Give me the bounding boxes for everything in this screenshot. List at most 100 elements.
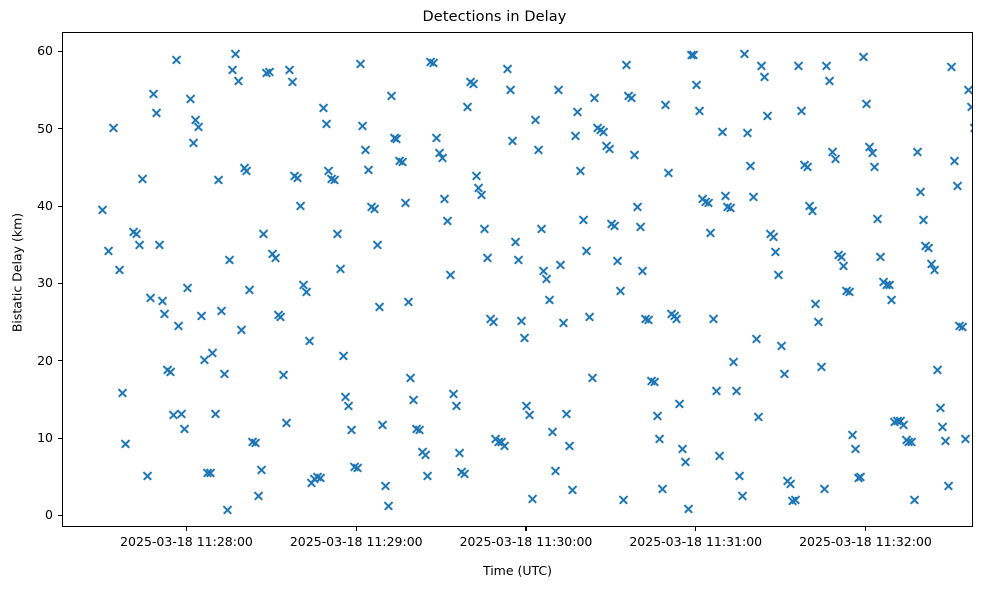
scatter-point xyxy=(867,147,878,158)
scatter-point xyxy=(722,202,733,213)
scatter-point xyxy=(210,409,221,420)
scatter-point xyxy=(918,214,929,225)
scatter-point xyxy=(906,436,917,447)
scatter-point xyxy=(224,254,235,265)
scatter-point xyxy=(340,391,351,402)
scatter-point xyxy=(182,282,193,293)
scatter-point xyxy=(261,67,272,78)
scatter-point xyxy=(499,441,510,452)
scatter-point xyxy=(168,410,179,421)
scatter-point xyxy=(431,133,442,144)
scatter-point xyxy=(971,133,972,144)
scatter-point xyxy=(850,444,861,455)
scatter-point xyxy=(318,103,329,114)
scatter-point xyxy=(768,231,779,242)
scatter-point xyxy=(372,239,383,250)
scatter-point xyxy=(626,92,637,103)
scatter-point xyxy=(957,321,968,332)
scatter-point xyxy=(278,369,289,380)
scatter-point xyxy=(949,155,960,166)
scatter-point xyxy=(903,437,914,448)
scatter-point xyxy=(830,154,841,165)
scatter-point xyxy=(103,245,114,256)
scatter-point xyxy=(765,229,776,240)
scatter-point xyxy=(493,436,504,447)
scatter-point xyxy=(145,292,156,303)
scatter-point xyxy=(561,408,572,419)
scatter-point xyxy=(954,321,965,332)
scatter-point xyxy=(807,205,818,216)
scatter-point xyxy=(408,394,419,405)
scatter-point xyxy=(437,153,448,164)
scatter-point xyxy=(804,200,815,211)
scatter-point xyxy=(405,372,416,383)
scatter-point xyxy=(273,310,284,321)
scatter-point xyxy=(691,79,702,90)
scatter-point xyxy=(355,58,366,69)
scatter-point xyxy=(553,84,564,95)
scatter-point xyxy=(753,411,764,422)
scatter-point xyxy=(352,462,363,473)
scatter-point xyxy=(643,314,654,325)
scatter-point xyxy=(403,296,414,307)
scatter-point xyxy=(434,147,445,158)
scatter-point xyxy=(578,215,589,226)
scatter-point xyxy=(196,311,207,322)
scatter-point xyxy=(205,468,216,479)
scatter-point xyxy=(666,308,677,319)
scatter-point xyxy=(629,150,640,161)
scatter-point xyxy=(878,277,889,288)
scatter-point xyxy=(751,333,762,344)
scatter-point xyxy=(790,495,801,506)
scatter-point xyxy=(734,470,745,481)
scatter-point xyxy=(595,124,606,135)
scatter-point xyxy=(541,273,552,284)
scatter-point xyxy=(165,366,176,377)
scatter-point xyxy=(785,478,796,489)
y-tick-label: 10 xyxy=(37,430,53,446)
scatter-point xyxy=(901,434,912,445)
scatter-point xyxy=(853,472,864,483)
scatter-point xyxy=(213,174,224,185)
scatter-point xyxy=(688,49,699,60)
scatter-point xyxy=(793,61,804,72)
scatter-point xyxy=(952,181,963,192)
scatter-point xyxy=(657,483,668,494)
scatter-point xyxy=(199,354,210,365)
scatter-point xyxy=(536,223,547,234)
scatter-point xyxy=(397,156,408,167)
y-tick-mark xyxy=(58,437,62,439)
scatter-point xyxy=(417,447,428,458)
scatter-point xyxy=(683,503,694,514)
scatter-point xyxy=(564,441,575,452)
y-axis-label: Bistatic Delay (km) xyxy=(9,212,25,333)
scatter-point xyxy=(861,99,872,110)
scatter-point xyxy=(547,427,558,438)
x-tick-mark xyxy=(695,527,697,531)
scatter-point xyxy=(142,470,153,481)
x-tick-mark xyxy=(355,527,357,531)
scatter-point xyxy=(827,146,838,157)
scatter-point xyxy=(374,301,385,312)
plot-area xyxy=(62,32,973,527)
scatter-point xyxy=(227,65,238,76)
scatter-point xyxy=(711,385,722,396)
scatter-point xyxy=(250,437,261,448)
scatter-point xyxy=(969,122,973,133)
scatter-point xyxy=(762,110,773,121)
scatter-point xyxy=(190,114,201,125)
scatter-point xyxy=(120,438,131,449)
scatter-point xyxy=(275,311,286,322)
scatter-point xyxy=(321,119,332,130)
scatter-point xyxy=(731,386,742,397)
scatter-point xyxy=(649,376,660,387)
scatter-point xyxy=(796,106,807,117)
scatter-point xyxy=(256,464,267,475)
scatter-point xyxy=(389,132,400,143)
scatter-point xyxy=(377,420,388,431)
scatter-point xyxy=(414,424,425,435)
scatter-point xyxy=(179,424,190,435)
scatter-point xyxy=(292,172,303,183)
scatter-point xyxy=(940,435,951,446)
